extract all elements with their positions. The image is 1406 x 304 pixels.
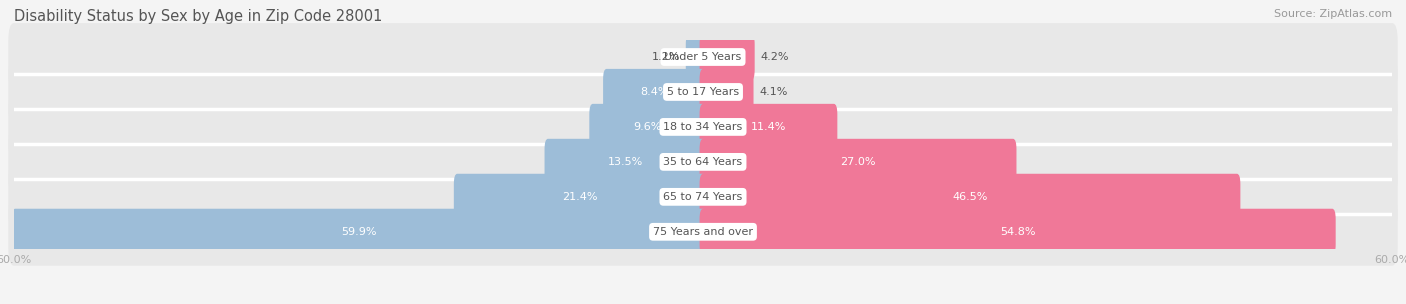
FancyBboxPatch shape <box>8 198 1398 266</box>
Text: 59.9%: 59.9% <box>342 227 377 237</box>
Text: 18 to 34 Years: 18 to 34 Years <box>664 122 742 132</box>
Text: 27.0%: 27.0% <box>841 157 876 167</box>
Text: 46.5%: 46.5% <box>952 192 987 202</box>
Text: 11.4%: 11.4% <box>751 122 786 132</box>
FancyBboxPatch shape <box>700 209 1336 255</box>
FancyBboxPatch shape <box>700 139 1017 185</box>
Text: 4.1%: 4.1% <box>759 87 787 97</box>
Text: 75 Years and over: 75 Years and over <box>652 227 754 237</box>
FancyBboxPatch shape <box>8 23 1398 91</box>
Text: 4.2%: 4.2% <box>761 52 789 62</box>
Text: Disability Status by Sex by Age in Zip Code 28001: Disability Status by Sex by Age in Zip C… <box>14 9 382 24</box>
FancyBboxPatch shape <box>11 209 706 255</box>
FancyBboxPatch shape <box>8 128 1398 196</box>
Text: 65 to 74 Years: 65 to 74 Years <box>664 192 742 202</box>
FancyBboxPatch shape <box>8 163 1398 231</box>
FancyBboxPatch shape <box>589 104 706 150</box>
Text: 5 to 17 Years: 5 to 17 Years <box>666 87 740 97</box>
FancyBboxPatch shape <box>454 174 706 220</box>
FancyBboxPatch shape <box>8 93 1398 161</box>
Text: 35 to 64 Years: 35 to 64 Years <box>664 157 742 167</box>
FancyBboxPatch shape <box>700 69 754 115</box>
Text: Source: ZipAtlas.com: Source: ZipAtlas.com <box>1274 9 1392 19</box>
FancyBboxPatch shape <box>544 139 706 185</box>
Text: 54.8%: 54.8% <box>1000 227 1035 237</box>
FancyBboxPatch shape <box>700 174 1240 220</box>
Text: 8.4%: 8.4% <box>641 87 669 97</box>
Text: 9.6%: 9.6% <box>634 122 662 132</box>
FancyBboxPatch shape <box>603 69 706 115</box>
Text: 1.2%: 1.2% <box>651 52 681 62</box>
Text: 21.4%: 21.4% <box>562 192 598 202</box>
Text: 13.5%: 13.5% <box>607 157 643 167</box>
FancyBboxPatch shape <box>686 34 706 80</box>
Text: Under 5 Years: Under 5 Years <box>665 52 741 62</box>
FancyBboxPatch shape <box>700 34 755 80</box>
FancyBboxPatch shape <box>8 58 1398 126</box>
FancyBboxPatch shape <box>700 104 838 150</box>
